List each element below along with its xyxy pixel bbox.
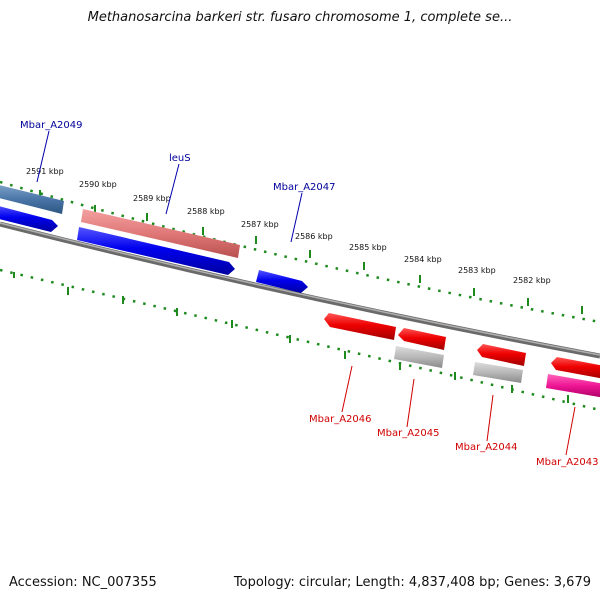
scale-dotted-line-lower: [0, 268, 600, 412]
gene-label-mbar-a2043[interactable]: Mbar_A2043: [536, 457, 599, 468]
gene-label-mbar-a2044[interactable]: Mbar_A2044: [455, 442, 518, 453]
gene-mbar-a2045-gray[interactable]: [394, 346, 444, 368]
gene-label-leus[interactable]: leuS: [169, 153, 191, 164]
scale-label: 2584 kbp: [404, 255, 442, 264]
gene-leus[interactable]: [77, 227, 235, 275]
gene-mbar-a2049[interactable]: [0, 205, 58, 232]
gene-label-mbar-a2047[interactable]: Mbar_A2047: [273, 182, 336, 193]
gene-mbar-a2049-steel[interactable]: [0, 184, 64, 214]
gene-mbar-a2046[interactable]: [324, 313, 396, 340]
gene-mbar-a2043[interactable]: [551, 357, 600, 379]
map-title: Methanosarcina barkeri str. fusaro chrom…: [87, 10, 513, 25]
topology-summary-text: Topology: circular; Length: 4,837,408 bp…: [233, 575, 591, 590]
genome-backbone: [0, 221, 600, 359]
gene-mbar-a2043-magenta[interactable]: [546, 374, 600, 398]
scale-label: 2583 kbp: [458, 266, 496, 275]
scale-labels: 2591 kbp 2590 kbp 2589 kbp 2588 kbp 2587…: [26, 167, 551, 285]
scale-ticks-upper: [39, 190, 583, 314]
scale-ticks-lower: [13, 272, 569, 403]
scale-label: 2588 kbp: [187, 207, 225, 216]
gene-labels: Mbar_A2049 leuS Mbar_A2047 Mbar_A2046 Mb…: [20, 120, 599, 468]
label-leader-lines-reverse: [341, 365, 576, 456]
scale-label: 2586 kbp: [295, 232, 333, 241]
accession-text: Accession: NC_007355: [9, 575, 157, 590]
gene-mbar-a2044[interactable]: [477, 344, 526, 366]
scale-label: 2587 kbp: [241, 220, 279, 229]
scale-label: 2590 kbp: [79, 180, 117, 189]
gene-leus-pink[interactable]: [81, 209, 240, 258]
label-leader-lines-forward: [36, 130, 303, 243]
gene-label-mbar-a2046[interactable]: Mbar_A2046: [309, 414, 372, 425]
gene-label-mbar-a2045[interactable]: Mbar_A2045: [377, 428, 440, 439]
scale-label: 2585 kbp: [349, 243, 387, 252]
gene-mbar-a2045[interactable]: [398, 328, 446, 350]
scale-label: 2582 kbp: [513, 276, 551, 285]
gene-label-mbar-a2049[interactable]: Mbar_A2049: [20, 120, 83, 131]
scale-label: 2589 kbp: [133, 194, 171, 203]
gene-mbar-a2047[interactable]: [256, 270, 308, 293]
scale-label: 2591 kbp: [26, 167, 64, 176]
gene-mbar-a2044-gray[interactable]: [473, 362, 523, 383]
